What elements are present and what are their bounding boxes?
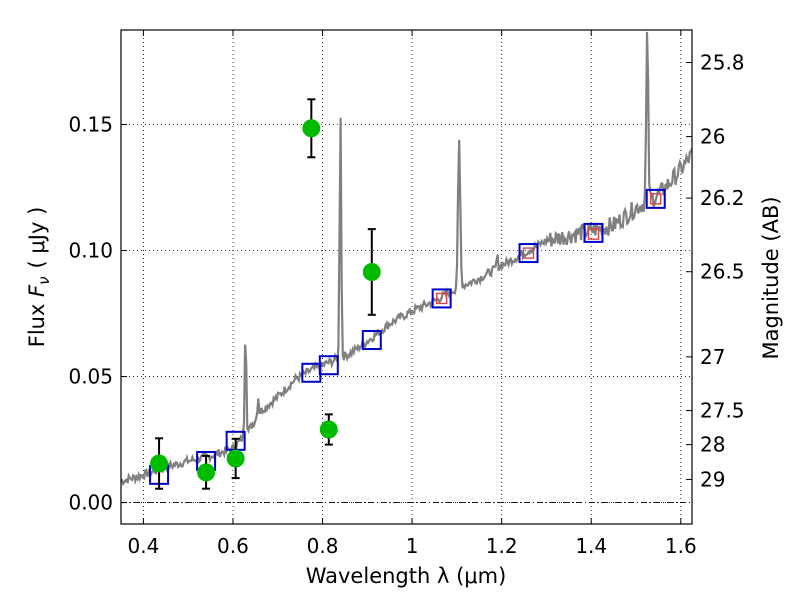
mag-tick-label: 26 (700, 125, 725, 149)
observed-point (150, 454, 169, 473)
y-tick-label: 0.15 (68, 113, 113, 137)
y-axis-label-unit: ( μJy ) (25, 207, 49, 269)
spectrum-line (121, 31, 692, 487)
model-square-marker (431, 288, 452, 309)
x-tick-label: 0.8 (307, 534, 339, 558)
model-square-marker (318, 355, 339, 376)
x-tick-label: 1.4 (575, 534, 607, 558)
observed-point (319, 420, 338, 439)
grid (121, 30, 692, 524)
band-flux-marker (522, 247, 535, 259)
ticks: 0.4 0.6 0.8 1 1.2 1.4 1.6 0.00 0.05 0.10 0.15 25.8 2… (68, 30, 745, 558)
y-axis-label: Flux Fν ( μJy ) (25, 207, 53, 348)
x-tick-label: 1 (406, 534, 419, 558)
band-flux-marker (435, 292, 448, 305)
spectrum-layer (121, 31, 692, 487)
x-tick-label: 0.4 (127, 534, 159, 558)
observed-point (197, 463, 216, 482)
y-axis-label-prefix: Flux (25, 297, 49, 347)
observed-point (362, 262, 381, 281)
x-axis-label: Wavelength λ (μm) (306, 564, 507, 588)
mag-tick-label: 27.5 (700, 399, 745, 423)
y-axis-label-symbol: F (25, 284, 49, 297)
y2-axis-label: Magnitude (AB) (759, 196, 783, 359)
model-square-marker (583, 222, 604, 243)
mag-tick-label: 29 (700, 467, 725, 491)
mag-tick-label: 25.8 (700, 51, 745, 75)
model-square-marker (361, 330, 382, 351)
marker-layer (149, 98, 666, 490)
mag-tick-label: 27 (700, 345, 725, 369)
observed-point (226, 449, 245, 468)
model-square-marker (518, 243, 539, 264)
x-tick-label: 1.6 (665, 534, 697, 558)
mag-tick-label: 26.5 (700, 260, 745, 284)
observed-point (302, 119, 321, 138)
y-tick-label: 0.05 (68, 365, 113, 389)
x-tick-label: 0.6 (217, 534, 249, 558)
plot-frame (120, 29, 693, 525)
y-axis-label-subscript: ν (35, 276, 53, 284)
band-flux-marker (587, 228, 600, 240)
x-tick-label: 1.2 (486, 534, 518, 558)
band-flux-marker (650, 193, 662, 205)
y-tick-label: 0.10 (68, 239, 113, 263)
axes-frame (120, 29, 693, 525)
model-square-marker (645, 188, 666, 209)
y-tick-label: 0.00 (68, 491, 113, 515)
mag-tick-label: 26.2 (700, 186, 745, 210)
mag-tick-label: 28 (700, 433, 725, 457)
